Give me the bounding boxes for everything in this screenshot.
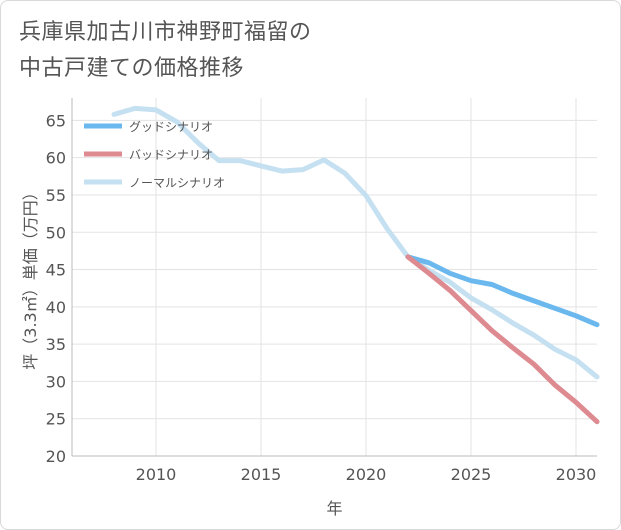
chart-title: 兵庫県加古川市神野町福留の 中古戸建ての価格推移: [19, 15, 312, 87]
x-tick-label-2010: 2010: [136, 465, 177, 484]
y-tick-label-20: 20: [46, 447, 66, 466]
y-tick-label-40: 40: [46, 298, 66, 317]
y-tick-label-25: 25: [46, 410, 66, 429]
legend-label-bad-scenario: バッドシナリオ: [129, 148, 213, 162]
legend-label-normal-scenario: ノーマルシナリオ: [129, 176, 225, 190]
y-tick-label-35: 35: [46, 335, 66, 354]
y-tick-label-65: 65: [46, 111, 66, 130]
y-tick-label-30: 30: [46, 372, 66, 391]
x-tick-label-2025: 2025: [451, 465, 492, 484]
y-axis-title: 坪（3.3㎡）単価（万円）: [21, 184, 40, 369]
series-line-normal-scenario: [111, 105, 600, 380]
chart-title-line-1: 兵庫県加古川市神野町福留の: [19, 20, 312, 45]
legend-label-good-scenario: グッドシナリオ: [129, 120, 213, 134]
series-line-bad-scenario: [405, 254, 600, 425]
x-tick-label-2030: 2030: [556, 465, 597, 484]
y-tick-label-60: 60: [46, 149, 66, 168]
series-line-good-scenario: [405, 254, 600, 328]
y-tick-label-50: 50: [46, 223, 66, 242]
y-tick-label-55: 55: [46, 186, 66, 205]
series-lines: [111, 105, 600, 425]
y-tick-label-45: 45: [46, 261, 66, 280]
grid-lines: [71, 98, 597, 457]
x-axis-title: 年: [326, 499, 342, 518]
x-tick-label-2020: 2020: [346, 465, 387, 484]
x-tick-label-2015: 2015: [241, 465, 282, 484]
chart-title-line-2: 中古戸建ての価格推移: [19, 56, 245, 81]
